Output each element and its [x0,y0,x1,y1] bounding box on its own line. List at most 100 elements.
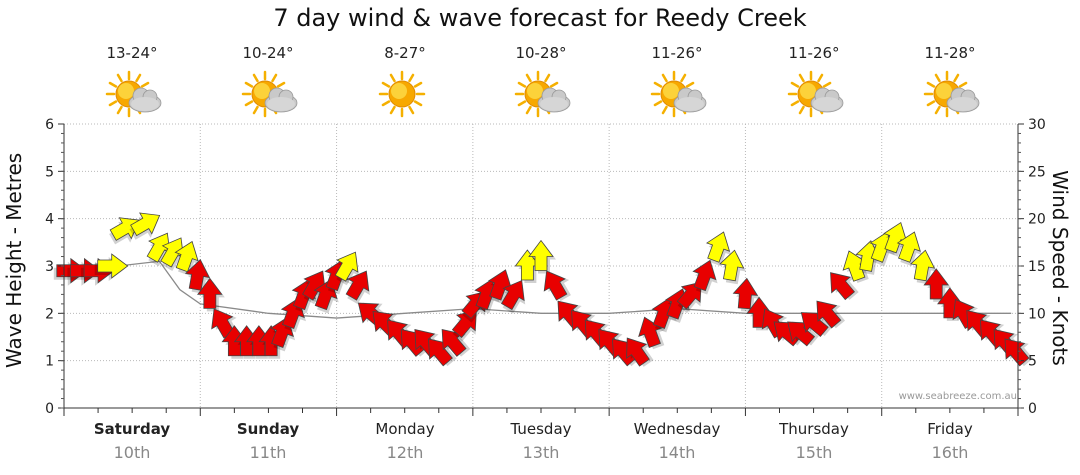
wind-arrow [719,249,747,285]
chart-title: 7 day wind & wave forecast for Reedy Cre… [273,4,807,32]
wind-arrow-shape [528,239,554,271]
wind-arrow-shape [896,231,921,263]
wind-arrow [692,259,718,295]
wind-arrow-shape [543,270,568,301]
wind-arrow-shape [197,277,223,309]
wind-arrow [174,240,200,276]
day-date: 13th [522,443,560,462]
wind-arrow-shape [732,277,759,310]
wind-arrow-shape [514,249,541,281]
wind-arrow-shape [97,253,129,279]
day-name: Wednesday [633,420,721,438]
day-date: 14th [658,443,696,462]
wind-arrow [883,221,909,257]
wind-arrow [441,328,471,357]
wind-arrow [706,231,732,267]
wind-arrow [514,249,543,283]
temperature-range: 13-24° [106,44,158,62]
wind-arrow [184,259,212,294]
partly-cloudy-icon [105,70,162,118]
y-axis-left-label: Wave Height - Metres [2,152,26,368]
wind-arrow-shape [626,337,650,367]
day-date: 11th [249,443,287,462]
wind-arrow [487,269,514,304]
y-tick-label-right: 15 [1028,259,1046,275]
wind-arrow [830,272,859,301]
wind-arrow-shape [334,251,359,282]
day-date: 16th [931,443,969,462]
partly-cloudy-icon [650,70,707,118]
y-tick-label-left: 5 [45,164,54,180]
day-name: Tuesday [510,420,572,438]
wind-arrow [676,281,702,314]
wind-arrow [787,321,819,347]
wind-arrow-shape [174,240,199,273]
sunny-icon [378,70,426,118]
wind-arrow [732,277,761,313]
wind-arrow-shape [816,300,842,329]
y-tick-label-right: 0 [1028,401,1037,417]
y-tick-label-right: 20 [1028,212,1046,228]
wind-arrow-shape [842,250,867,282]
wind-arrow [334,251,359,286]
wind-arrow [501,279,526,314]
y-tick-label-right: 25 [1028,164,1046,180]
wind-arrow [129,212,161,240]
wind-arrow-shape [830,272,855,301]
wind-arrow-shape [676,281,702,310]
wind-arrow [197,277,225,312]
wind-arrow [816,300,846,329]
wind-arrow-shape [501,279,525,311]
wind-arrow-shape [706,231,731,263]
day-date: 15th [795,443,833,462]
temperature-range: 10-24° [242,44,294,62]
temperature-range: 10-28° [515,44,567,62]
wind-arrow [345,270,370,305]
temperature-range: 11-26° [788,44,840,62]
y-axis-right-label: Wind Speed - Knots [1048,170,1072,366]
wind-arrow-shape [909,249,936,282]
y-tick-label-left: 3 [45,259,54,275]
wind-arrow-shape [441,328,467,357]
wind-arrow [626,337,654,367]
temperature-range: 8-27° [384,44,426,62]
wind-arrow-shape [184,259,211,291]
partly-cloudy-icon [787,70,844,118]
partly-cloudy-icon [514,70,571,118]
day-name: Friday [927,420,973,438]
wind-arrow-shape [923,268,950,300]
wind-arrow-shape [1004,338,1030,367]
wind-arrow [528,239,556,274]
wind-arrow [543,270,571,302]
wind-arrow [160,237,185,272]
wind-arrow-shape [692,259,717,292]
wind-arrow-shape [130,212,161,237]
wind-arrow [94,253,129,281]
y-tick-label-left: 6 [45,117,54,133]
wind-arrow [800,312,833,337]
wind-arrow-shape [428,338,453,367]
wind-arrow-shape [487,269,513,301]
y-tick-label-left: 4 [45,212,54,228]
wind-arrow [896,231,923,267]
axes: 0 1 2 3 4 5 6 0 5 10 15 20 25 30 [45,117,1046,417]
wind-arrow-shape [302,270,326,301]
day-name: Sunday [236,420,300,438]
wind-arrow [1004,338,1034,367]
day-name: Saturday [93,420,171,438]
y-tick-label-left: 0 [45,401,54,417]
y-tick-label-right: 30 [1028,117,1046,133]
wind-arrow-shape [883,221,908,254]
y-tick-label-right: 5 [1028,354,1037,370]
wind-arrow [428,338,457,367]
partly-cloudy-icon [241,70,298,118]
day-name: Thursday [779,420,849,438]
wind-arrow-shape [345,270,370,301]
temperature-range: 11-28° [924,44,976,62]
day-name: Monday [375,420,435,438]
temperature-range: 11-26° [651,44,703,62]
y-tick-label-left: 2 [45,306,54,322]
y-tick-label-left: 1 [45,354,54,370]
wind-arrow [909,249,937,285]
